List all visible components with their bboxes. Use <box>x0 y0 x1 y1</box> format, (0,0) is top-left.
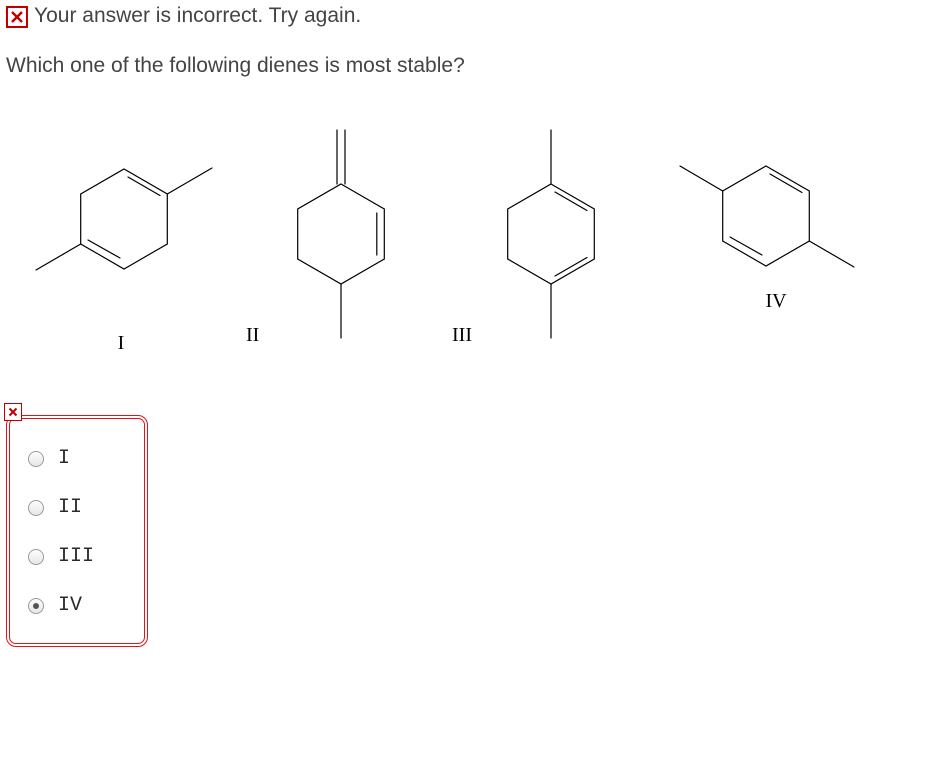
question-text: Which one of the following dienes is mos… <box>6 54 935 78</box>
feedback-text: Your answer is incorrect. Try again. <box>34 4 361 28</box>
option-2[interactable]: II <box>28 496 110 519</box>
option-2-label: II <box>58 496 82 519</box>
answers-incorrect-icon <box>4 403 22 421</box>
radio-3[interactable] <box>28 549 44 565</box>
figure-4-label: IV <box>765 290 786 313</box>
radio-4[interactable] <box>28 598 44 614</box>
radio-1[interactable] <box>28 451 44 467</box>
figure-1: I <box>6 104 236 355</box>
figures-row: I II <box>6 104 935 355</box>
option-3[interactable]: III <box>28 545 110 568</box>
figure-2-label: II <box>246 324 259 347</box>
option-4[interactable]: IV <box>28 594 110 617</box>
option-4-label: IV <box>58 594 82 617</box>
figure-3: III <box>446 104 656 347</box>
figure-3-label: III <box>452 324 472 347</box>
radio-2[interactable] <box>28 500 44 516</box>
figure-4: IV <box>656 104 896 313</box>
incorrect-icon <box>6 6 28 28</box>
option-3-label: III <box>58 545 94 568</box>
figure-1-label: I <box>118 332 125 355</box>
figure-2: II <box>236 104 446 347</box>
answers-group: I II III IV <box>6 415 148 647</box>
option-1[interactable]: I <box>28 447 110 470</box>
option-1-label: I <box>58 447 70 470</box>
